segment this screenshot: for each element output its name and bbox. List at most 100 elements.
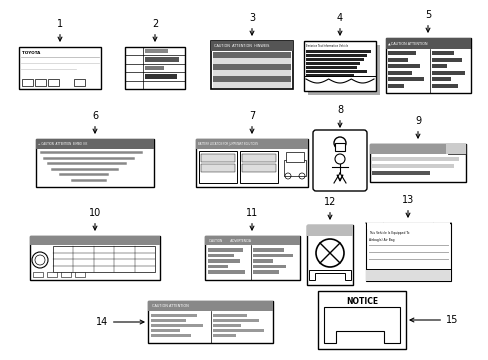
Bar (387, 71, 411, 75)
Bar (307, 45, 379, 95)
Bar (284, 160, 305, 176)
Bar (151, 314, 197, 317)
Bar (252, 270, 279, 274)
Bar (242, 154, 275, 162)
Bar (207, 270, 244, 274)
Text: ⚠ CAUTION  ATTENTION  BIMBO INK: ⚠ CAUTION ATTENTION BIMBO INK (38, 142, 87, 146)
Bar (151, 329, 180, 332)
Bar (207, 248, 242, 252)
Bar (145, 49, 167, 53)
Bar (369, 144, 465, 154)
Bar (252, 253, 292, 257)
Bar (369, 144, 465, 182)
Bar (213, 52, 290, 58)
Text: 13: 13 (401, 195, 413, 217)
Bar (19, 47, 101, 89)
Text: ⚠: ⚠ (295, 303, 302, 309)
Bar (252, 265, 285, 268)
Bar (207, 259, 240, 262)
Bar (369, 144, 445, 154)
Bar (334, 143, 345, 151)
Text: NOTICE: NOTICE (345, 297, 377, 306)
Bar (387, 51, 415, 55)
Bar (148, 301, 272, 343)
Bar (365, 223, 450, 281)
Bar (385, 38, 470, 49)
Bar (385, 38, 470, 93)
Bar (201, 164, 235, 172)
Bar (151, 334, 191, 337)
Bar (371, 171, 429, 175)
Bar (371, 157, 434, 161)
Bar (196, 139, 307, 187)
Bar (30, 236, 160, 245)
Bar (304, 41, 375, 91)
Bar (431, 51, 453, 55)
Bar (212, 324, 241, 327)
Bar (431, 77, 449, 81)
Text: CAUTION        ADVERTENCIA: CAUTION ADVERTENCIA (208, 238, 250, 243)
Bar (35, 79, 46, 86)
Bar (148, 301, 272, 311)
Bar (285, 152, 304, 162)
Bar (323, 226, 334, 234)
Bar (387, 84, 403, 87)
Bar (53, 246, 155, 272)
Bar (212, 319, 258, 322)
Bar (196, 139, 307, 149)
Text: 12: 12 (323, 197, 336, 219)
Bar (431, 84, 457, 87)
Bar (213, 82, 290, 87)
Bar (240, 151, 278, 183)
Bar (199, 151, 237, 183)
Bar (387, 64, 419, 68)
Bar (145, 57, 179, 62)
Bar (204, 236, 299, 245)
Bar (305, 70, 366, 72)
Bar (305, 62, 360, 64)
Bar (145, 74, 177, 78)
Bar (213, 64, 290, 69)
Bar (75, 272, 85, 277)
Text: 1: 1 (57, 19, 63, 41)
Bar (305, 58, 363, 60)
Text: 11: 11 (245, 208, 258, 230)
Bar (36, 139, 154, 187)
Bar (212, 329, 264, 332)
Bar (305, 54, 366, 57)
Bar (151, 324, 203, 327)
Bar (366, 223, 449, 229)
Text: 2: 2 (152, 19, 158, 41)
Text: 9: 9 (414, 116, 420, 138)
Bar (212, 334, 235, 337)
Bar (371, 164, 420, 168)
Bar (74, 79, 85, 86)
Bar (204, 236, 299, 280)
Bar (308, 226, 320, 234)
Text: ▲CAUTION ATTENTION: ▲CAUTION ATTENTION (387, 41, 427, 45)
Bar (22, 79, 33, 86)
Bar (447, 144, 465, 154)
Bar (33, 272, 43, 277)
Bar (336, 226, 348, 234)
Text: CAUTION  ATTENTION  HINWEIS: CAUTION ATTENTION HINWEIS (214, 44, 269, 48)
Bar (371, 157, 458, 161)
Bar (252, 248, 283, 252)
Text: 3: 3 (248, 13, 255, 35)
Text: Airbag(s) Air Bag: Airbag(s) Air Bag (368, 238, 394, 242)
Text: 5: 5 (424, 10, 430, 32)
Text: 4: 4 (336, 13, 343, 35)
Text: 8: 8 (336, 105, 343, 127)
Polygon shape (308, 270, 350, 280)
Bar (317, 291, 405, 349)
Bar (61, 272, 71, 277)
Bar (242, 164, 275, 172)
Text: 15: 15 (409, 315, 457, 325)
Bar (431, 71, 465, 75)
Text: 7: 7 (248, 111, 255, 133)
Bar (371, 164, 453, 168)
Text: BATTERY LOCATION FOR JUMPSTART SOLUTIONS: BATTERY LOCATION FOR JUMPSTART SOLUTIONS (198, 142, 258, 146)
Bar (213, 58, 290, 63)
Bar (210, 41, 292, 89)
Bar (151, 319, 185, 322)
